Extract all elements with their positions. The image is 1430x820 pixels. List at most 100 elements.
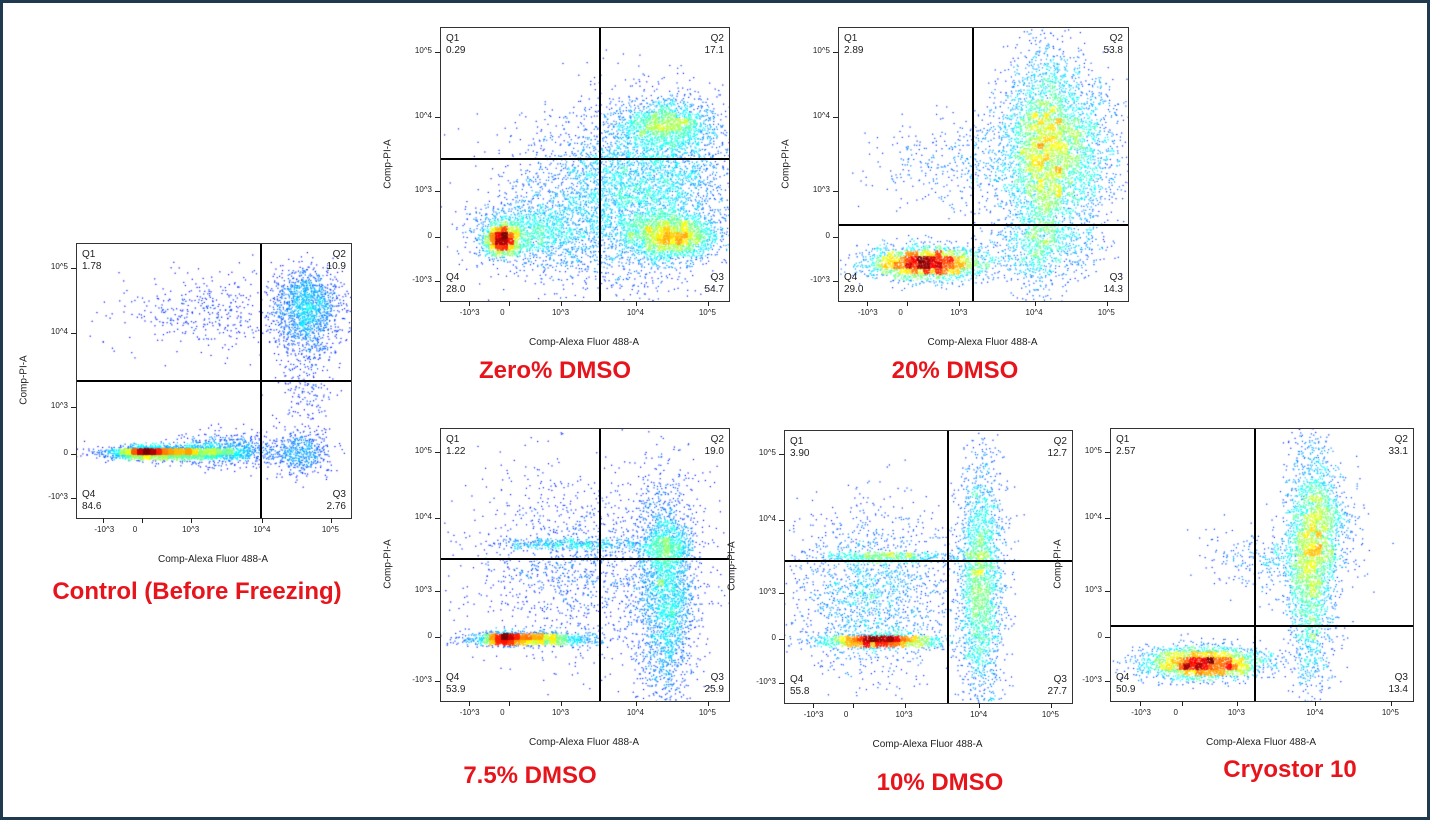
quadrant-percent: 25.9 bbox=[704, 684, 724, 695]
density-scatter bbox=[1111, 429, 1413, 701]
x-tick-label: 0 bbox=[1173, 708, 1178, 717]
x-tick-label: 0 bbox=[843, 710, 849, 719]
quadrant-percent: 19.0 bbox=[704, 446, 724, 457]
gate-vertical[interactable] bbox=[599, 429, 602, 701]
quadrant-name: Q2 bbox=[1053, 436, 1067, 447]
gate-vertical[interactable] bbox=[947, 431, 950, 703]
x-tick-label: -10^3 bbox=[857, 308, 878, 317]
quadrant-q1: Q1 0.29 bbox=[446, 33, 465, 57]
quadrant-percent: 1.78 bbox=[82, 261, 102, 272]
quadrant-q4: Q4 53.9 bbox=[446, 672, 465, 696]
quadrant-percent: 55.8 bbox=[790, 686, 810, 697]
quadrant-q4: Q4 50.9 bbox=[1116, 672, 1135, 696]
x-tick-mark bbox=[1236, 701, 1238, 706]
x-tick-mark bbox=[141, 518, 143, 523]
x-tick-label: 0 bbox=[132, 525, 138, 534]
quadrant-percent: 13.4 bbox=[1388, 684, 1408, 695]
y-tick-mark bbox=[833, 51, 838, 53]
quadrant-name: Q2 bbox=[1394, 434, 1408, 445]
quadrant-name: Q4 bbox=[1116, 672, 1130, 683]
x-tick-mark bbox=[907, 301, 909, 306]
gate-horizontal[interactable] bbox=[441, 558, 729, 561]
gate-vertical[interactable] bbox=[599, 28, 602, 301]
quadrant-name: Q1 bbox=[790, 436, 804, 447]
gate-horizontal[interactable] bbox=[441, 157, 729, 160]
x-tick-label: 0 bbox=[898, 308, 903, 317]
quadrant-q2: Q2 17.1 bbox=[705, 33, 724, 57]
x-tick-label: 10^3 bbox=[182, 525, 200, 534]
quadrant-name: Q3 bbox=[710, 672, 724, 683]
x-tick-mark bbox=[560, 701, 562, 706]
gate-vertical[interactable] bbox=[971, 28, 974, 301]
x-tick-label: 10^3 bbox=[950, 308, 968, 317]
x-tick-mark bbox=[1182, 701, 1184, 706]
x-axis-label: Comp-Alexa Fluor 488-A bbox=[528, 337, 640, 348]
quadrant-name: Q1 bbox=[446, 33, 460, 44]
gate-horizontal[interactable] bbox=[77, 380, 351, 383]
quadrant-q1: Q1 2.89 bbox=[844, 33, 863, 57]
quadrant-name: Q4 bbox=[844, 272, 858, 283]
y-tick-mark bbox=[71, 333, 76, 335]
quadrant-percent: 0.29 bbox=[446, 45, 466, 56]
y-tick-mark bbox=[779, 519, 784, 521]
y-tick-mark bbox=[833, 117, 838, 119]
plot-title: Cryostor 10 bbox=[1223, 756, 1357, 783]
y-tick-mark bbox=[435, 637, 440, 639]
x-tick-label: 10^5 bbox=[1041, 710, 1060, 719]
plot-area: Q1 1.22 Q2 19.0 Q3 25.9 Q4 53.9 bbox=[440, 428, 730, 702]
x-tick-label: 10^5 bbox=[698, 708, 716, 717]
y-tick-label: -10^3 bbox=[810, 274, 830, 284]
x-tick-mark bbox=[1034, 301, 1036, 306]
y-tick-mark bbox=[71, 497, 76, 499]
density-scatter bbox=[785, 431, 1072, 703]
plot-title: 20% DMSO bbox=[891, 357, 1019, 384]
x-tick-mark bbox=[979, 703, 981, 708]
x-tick-label: 10^4 bbox=[626, 308, 644, 317]
quadrant-name: Q2 bbox=[710, 33, 724, 44]
x-tick-mark bbox=[468, 301, 470, 306]
plot-area: Q1 2.89 Q2 53.8 Q3 14.3 Q4 29.0 bbox=[838, 27, 1129, 302]
quadrant-name: Q4 bbox=[446, 672, 460, 683]
x-tick-mark bbox=[866, 301, 868, 306]
y-tick-label: 10^3 bbox=[414, 184, 432, 194]
x-tick-label: 10^5 bbox=[698, 308, 716, 317]
x-tick-mark bbox=[635, 701, 637, 706]
x-tick-mark bbox=[812, 703, 814, 708]
x-tick-mark bbox=[509, 701, 511, 706]
x-tick-mark bbox=[707, 701, 709, 706]
quadrant-percent: 54.7 bbox=[704, 284, 724, 295]
gate-horizontal[interactable] bbox=[839, 224, 1128, 227]
x-tick-mark bbox=[1106, 301, 1108, 306]
y-tick-label: 10^3 bbox=[812, 184, 830, 194]
quadrant-percent: 3.90 bbox=[790, 448, 810, 459]
x-tick-label: 10^4 bbox=[253, 525, 271, 534]
density-scatter bbox=[441, 28, 729, 301]
quadrant-name: Q3 bbox=[332, 489, 346, 500]
quadrant-name: Q4 bbox=[82, 489, 96, 500]
y-tick-label: 0 bbox=[63, 447, 68, 457]
quadrant-q3: Q3 14.3 bbox=[1104, 272, 1123, 296]
plot-area: Q1 3.90 Q2 12.7 Q3 27.7 Q4 55.8 bbox=[784, 430, 1073, 704]
y-tick-label: 0 bbox=[427, 231, 432, 241]
quadrant-name: Q3 bbox=[1053, 674, 1067, 685]
x-tick-label: 10^3 bbox=[1227, 708, 1245, 717]
gate-vertical[interactable] bbox=[1254, 429, 1257, 701]
x-tick-mark bbox=[904, 703, 906, 708]
y-tick-mark bbox=[779, 682, 784, 684]
quadrant-q3: Q3 54.7 bbox=[705, 272, 724, 296]
y-tick-label: 10^5 bbox=[414, 45, 432, 55]
quadrant-q4: Q4 55.8 bbox=[790, 674, 809, 698]
quadrant-q4: Q4 28.0 bbox=[446, 272, 465, 296]
quadrant-q2: Q2 19.0 bbox=[705, 434, 724, 458]
y-tick-label: 10^3 bbox=[1084, 585, 1102, 595]
gate-horizontal[interactable] bbox=[1111, 624, 1413, 627]
y-tick-label: -10^3 bbox=[412, 274, 432, 284]
y-tick-label: 10^5 bbox=[414, 446, 432, 456]
y-tick-label: 0 bbox=[1097, 631, 1102, 641]
x-tick-mark bbox=[1140, 701, 1142, 706]
y-tick-mark bbox=[435, 591, 440, 593]
quadrant-q1: Q1 1.22 bbox=[446, 434, 465, 458]
quadrant-q2: Q2 10.9 bbox=[327, 249, 346, 273]
gate-horizontal[interactable] bbox=[785, 560, 1072, 563]
